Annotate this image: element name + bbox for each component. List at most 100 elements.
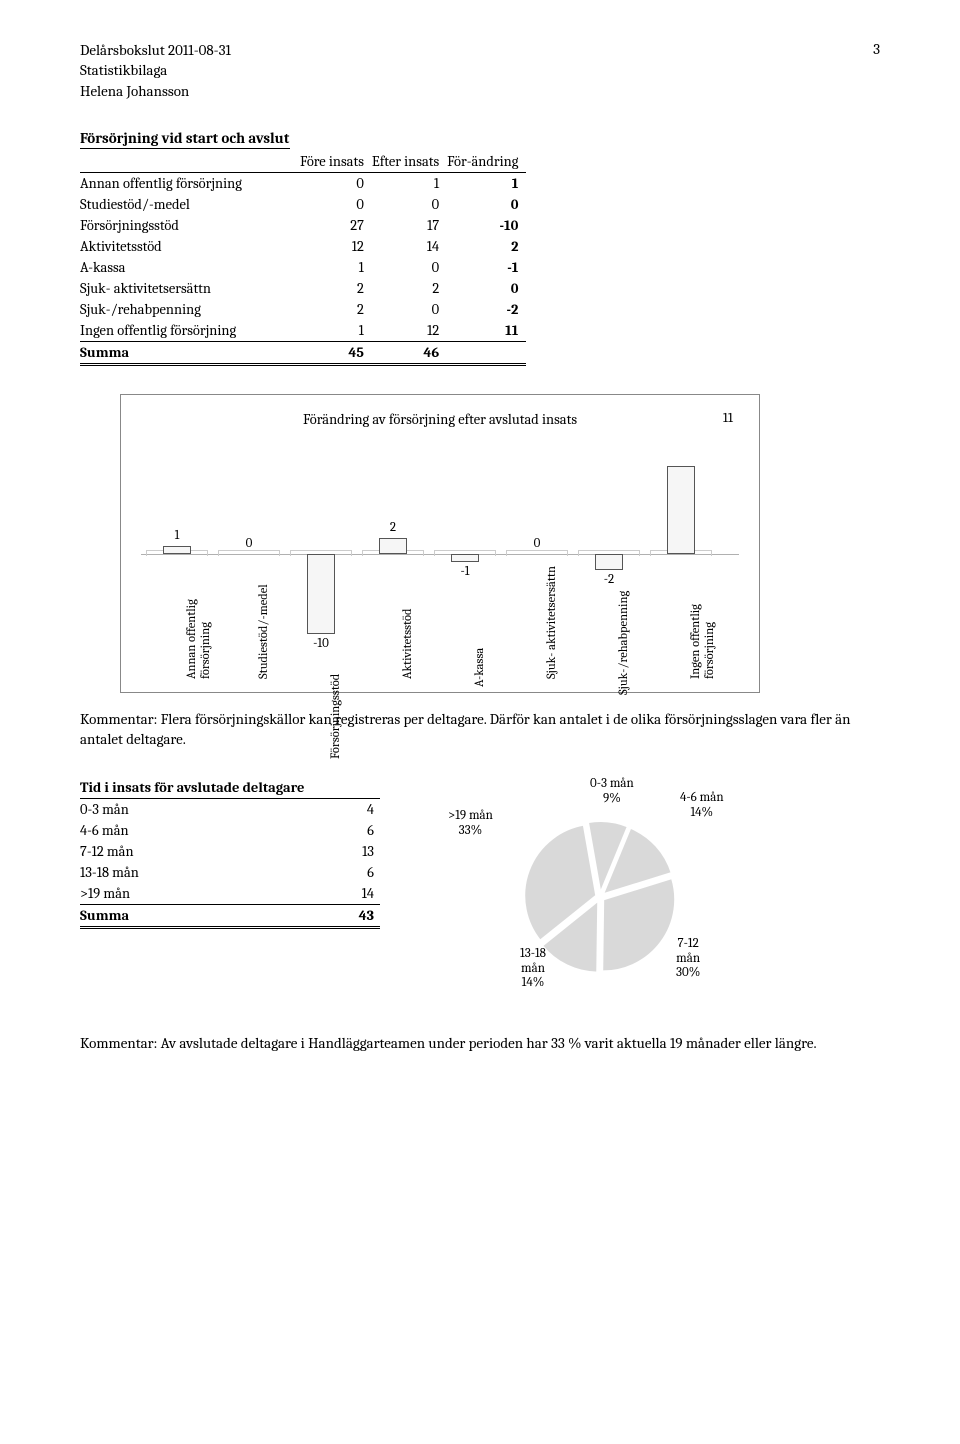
- page-number: 3: [873, 40, 880, 101]
- row-label: Aktivitetsstöd: [80, 236, 300, 257]
- row-label: Ingen offentlig försörjning: [80, 320, 300, 342]
- sum-fore: 45: [300, 341, 372, 364]
- row-value: 14: [306, 883, 380, 905]
- row-value: 4: [306, 799, 380, 821]
- comment-1: Kommentar: Flera försörjningskällor kan …: [80, 709, 880, 750]
- bar-value-label: 0: [219, 536, 279, 551]
- cell-efter: 0: [372, 257, 447, 278]
- cell-efter: 0: [372, 194, 447, 215]
- table-row: Aktivitetsstöd12142: [80, 236, 526, 257]
- pie-chart: 0-3 mån 9% 4-6 mån 14% 7-12 mån 30% 13-18 m…: [440, 777, 740, 1007]
- cell-fore: 12: [300, 236, 372, 257]
- cell-forandring: 0: [447, 194, 526, 215]
- bar-rect: [307, 554, 335, 634]
- row-label: Sjuk- aktivitetsersättn: [80, 278, 300, 299]
- row-label: 13-18 mån: [80, 862, 306, 883]
- table-row: Sjuk- aktivitetsersättn220: [80, 278, 526, 299]
- bar-chart-topright-value: 11: [723, 409, 733, 426]
- table1-title: Försörjning vid start och avslut: [80, 129, 880, 149]
- th-forandring: För-ändring: [447, 151, 526, 173]
- row-value: 6: [306, 820, 380, 841]
- table-sum-row: Summa43: [80, 905, 380, 928]
- cell-efter: 2: [372, 278, 447, 299]
- bar-value-label: 2: [363, 520, 423, 535]
- sum-efter: 46: [372, 341, 447, 364]
- bar-category-label: Ingen offentlig försörjning: [689, 604, 717, 679]
- th-efter: Efter insats: [372, 151, 447, 173]
- sum-label: Summa: [80, 905, 306, 928]
- cell-efter: 14: [372, 236, 447, 257]
- cell-fore: 2: [300, 299, 372, 320]
- bar-value-label: -10: [291, 636, 351, 651]
- doc-header-left: Delårsbokslut 2011-08-31 Statistikbilaga…: [80, 40, 231, 101]
- table-row: Ingen offentlig försörjning11211: [80, 320, 526, 342]
- table-sum-row: Summa4546: [80, 341, 526, 364]
- table-row: 4-6 mån6: [80, 820, 380, 841]
- pie-slice-label: >19 mån 33%: [448, 809, 493, 838]
- row-label: Sjuk-/rehabpenning: [80, 299, 300, 320]
- table-row: A-kassa10-1: [80, 257, 526, 278]
- sum-label: Summa: [80, 341, 300, 364]
- table-row: 0-3 mån4: [80, 799, 380, 821]
- row-value: 13: [306, 841, 380, 862]
- bar-rect: [667, 466, 695, 554]
- table-row: Studiestöd/-medel000: [80, 194, 526, 215]
- table-row: >19 mån14: [80, 883, 380, 905]
- pie-slice-label: 7-12 mån 30%: [676, 937, 700, 980]
- bar-category-label: A-kassa: [473, 648, 487, 687]
- table1-header-row: Före insats Efter insats För-ändring: [80, 151, 526, 173]
- bar-rect: [379, 538, 407, 554]
- comment-2: Kommentar: Av avslutade deltagare i Hand…: [80, 1033, 880, 1053]
- cell-efter: 0: [372, 299, 447, 320]
- cell-forandring: 0: [447, 278, 526, 299]
- row-label: 7-12 mån: [80, 841, 306, 862]
- bar-rect: [451, 554, 479, 562]
- table-tid-insats: Tid i insats för avslutade deltagare 0-3…: [80, 777, 380, 929]
- cell-fore: 27: [300, 215, 372, 236]
- bar-value-label: -1: [435, 564, 495, 579]
- row-label: Studiestöd/-medel: [80, 194, 300, 215]
- bar-category-label: Sjuk- aktivitetsersättn: [545, 566, 559, 679]
- row-label: Försörjningsstöd: [80, 215, 300, 236]
- header-line2: Statistikbilaga: [80, 60, 231, 80]
- cell-forandring: -10: [447, 215, 526, 236]
- pie-slice-label: 0-3 mån 9%: [590, 777, 634, 806]
- section-tid-insats: Tid i insats för avslutade deltagare 0-3…: [80, 777, 880, 1017]
- bar-value-label: -2: [579, 572, 639, 587]
- cell-fore: 2: [300, 278, 372, 299]
- bar-chart-title: Förändring av försörjning efter avslutad…: [141, 411, 739, 428]
- row-value: 6: [306, 862, 380, 883]
- bar-category-label: Studiestöd/-medel: [257, 584, 271, 679]
- bar-rect: [163, 546, 191, 554]
- sum-forandring: [447, 341, 526, 364]
- cell-forandring: 1: [447, 172, 526, 194]
- bar-category-label: Aktivitetsstöd: [401, 608, 415, 678]
- cell-fore: 1: [300, 257, 372, 278]
- row-label: Annan offentlig försörjning: [80, 172, 300, 194]
- cell-forandring: -2: [447, 299, 526, 320]
- row-label: >19 mån: [80, 883, 306, 905]
- pie-slice-label: 13-18 mån 14%: [520, 947, 546, 990]
- cell-forandring: -1: [447, 257, 526, 278]
- table-row: 13-18 mån6: [80, 862, 380, 883]
- table-row: Annan offentlig försörjning011: [80, 172, 526, 194]
- header-line3: Helena Johansson: [80, 81, 231, 101]
- bar-value-label: 1: [147, 528, 207, 543]
- cell-efter: 1: [372, 172, 447, 194]
- table2-title: Tid i insats för avslutade deltagare: [80, 777, 380, 799]
- sum-value: 43: [306, 905, 380, 928]
- bar-category-label: Försörjningsstöd: [329, 673, 343, 758]
- table-forsorjning: Före insats Efter insats För-ändring Ann…: [80, 151, 526, 366]
- table-row: 7-12 mån13: [80, 841, 380, 862]
- pie-slice-label: 4-6 mån 14%: [680, 791, 724, 820]
- table-row: Försörjningsstöd2717-10: [80, 215, 526, 236]
- bar-chart-box: Förändring av försörjning efter avslutad…: [120, 394, 760, 693]
- row-label: 0-3 mån: [80, 799, 306, 821]
- row-label: A-kassa: [80, 257, 300, 278]
- cell-forandring: 2: [447, 236, 526, 257]
- table-row: Sjuk-/rehabpenning20-2: [80, 299, 526, 320]
- cell-fore: 0: [300, 194, 372, 215]
- cell-fore: 0: [300, 172, 372, 194]
- th-fore: Före insats: [300, 151, 372, 173]
- cell-fore: 1: [300, 320, 372, 342]
